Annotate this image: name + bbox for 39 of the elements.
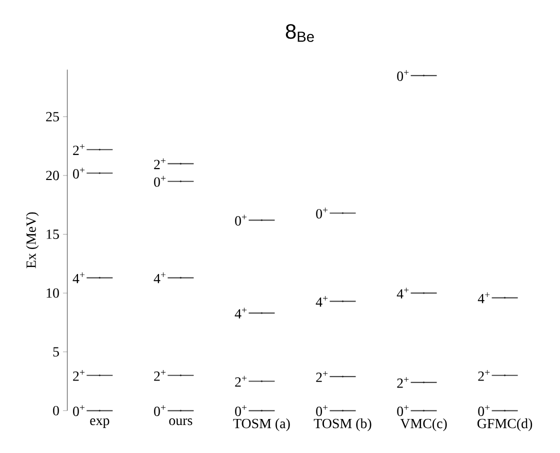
annotation: 2$^{+}$: [235, 376, 247, 387]
annotation: 4$^{+}$: [154, 272, 166, 284]
y-axis-title: Ex (MeV): [26, 212, 39, 268]
x-tick-label: VMC(c): [400, 418, 447, 432]
annotation: 4$^{+}$: [234, 308, 247, 318]
x-tick-label: GFMC(d): [477, 418, 532, 432]
annotation: 0$^{+}$: [73, 405, 84, 416]
y-tick-label: 20: [46, 170, 59, 180]
annotation: 0$^{+}$: [478, 405, 490, 416]
annotation: 2$^{+}$: [154, 158, 166, 170]
x-tick-label: ours: [169, 418, 192, 426]
annotation: 4$^{+}$: [396, 288, 409, 298]
annotation: 4$^{+}$: [72, 272, 84, 284]
annotation: 2$^{+}$: [397, 377, 409, 388]
annotation: 0$^{+}$: [154, 405, 166, 416]
y-tick-label: 15: [46, 230, 59, 239]
annotation: 0$^{+}$: [154, 176, 166, 187]
x-tick-label: TOSM (b): [314, 418, 372, 432]
annotation: 2$^{+}$: [478, 370, 490, 381]
annotation: 2$^{+}$: [154, 370, 166, 381]
y-tick-label: 0: [53, 406, 59, 416]
annotation: 0$^{+}$: [316, 405, 328, 416]
annotation: 4$^{+}$: [316, 296, 328, 307]
annotation: 0$^{+}$: [235, 405, 247, 416]
y-tick-label: 25: [46, 112, 59, 122]
y-tick-label: 10: [46, 288, 59, 298]
x-tick-label: exp: [90, 418, 110, 428]
annotation: 0$^{+}$: [73, 168, 84, 179]
chart-title: 8$_{Be}$: [286, 24, 314, 42]
annotation: 0$^{+}$: [316, 208, 328, 219]
annotation: 2$^{+}$: [73, 370, 84, 381]
annotation: 0$^{+}$: [397, 405, 409, 416]
annotation: 0$^{+}$: [235, 214, 247, 226]
annotation: 2$^{+}$: [73, 144, 84, 155]
x-tick-label: TOSM (a): [233, 418, 290, 432]
annotation: 2$^{+}$: [316, 371, 328, 382]
annotation: 0$^{+}$: [397, 70, 409, 81]
annotation: 4$^{+}$: [478, 292, 490, 304]
y-tick-label: 5: [53, 347, 59, 356]
